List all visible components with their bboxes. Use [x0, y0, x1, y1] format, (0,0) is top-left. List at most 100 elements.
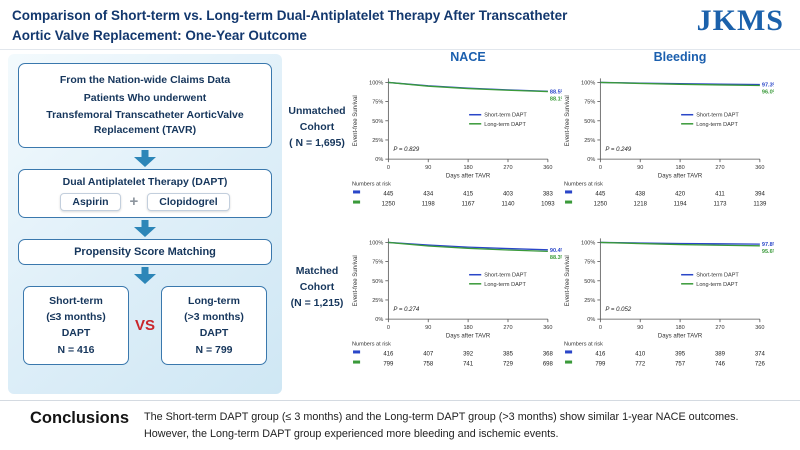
at-risk-count: 415 [463, 191, 474, 197]
p-value: P = 0.249 [605, 147, 631, 153]
km-chart-nace-matched: 100% 75% 50% 25% 0% 0 90 180 270 360 Days after TA… [350, 224, 566, 384]
risk-row-marker [565, 200, 573, 204]
aspirin-box: Aspirin [60, 192, 121, 211]
y-tick-label: 50% [372, 119, 383, 125]
km-curve [600, 81, 760, 87]
row-label-line: (N = 1,215) [290, 296, 344, 309]
short-term-line-3: DAPT [61, 327, 91, 340]
legend-label: Long-term DAPT [484, 282, 526, 288]
long-term-group-box: Long-term (>3 months) DAPT N = 799 [161, 285, 267, 365]
y-tick-label: 100% [369, 240, 383, 246]
risk-row-marker [353, 360, 361, 364]
at-risk-count: 1093 [541, 202, 555, 208]
down-arrow-icon [134, 266, 156, 284]
at-risk-count: 434 [423, 191, 434, 197]
conclusions-line-1: The Short-term DAPT group (≤ 3 months) a… [144, 411, 739, 423]
at-risk-count: 758 [423, 362, 434, 368]
km-charts-section: NACE Bleeding Unmatched Cohort ( N = 1,6… [284, 50, 796, 384]
at-risk-count: 407 [423, 351, 434, 357]
study-flowchart-panel: From the Nation-wide Claims Data Patient… [8, 54, 282, 394]
y-tick-label: 0% [587, 157, 595, 163]
propensity-matching-box: Propensity Score Matching [18, 238, 272, 265]
at-risk-count: 374 [755, 351, 766, 357]
matched-cohort-label: Matched Cohort (N = 1,215) [284, 224, 350, 384]
matched-cohort-row: Matched Cohort (N = 1,215) 100% 75% 50% 25%… [284, 224, 796, 384]
x-tick-label: 270 [715, 325, 724, 331]
long-term-n: N = 799 [195, 343, 233, 356]
y-tick-label: 50% [372, 279, 383, 285]
legend-label: Short-term DAPT [484, 273, 527, 279]
at-risk-count: 1140 [501, 202, 515, 208]
row-label-line: Unmatched [288, 105, 346, 117]
km-curve [600, 241, 760, 247]
conclusions-heading: Conclusions [30, 409, 130, 427]
end-survival-label: 88.1% [550, 96, 562, 102]
y-tick-label: 0% [375, 157, 383, 163]
risk-row-marker [565, 350, 573, 354]
at-risk-count: 438 [635, 191, 646, 197]
km-curve [388, 241, 548, 253]
y-tick-label: 100% [581, 240, 595, 246]
y-tick-label: 100% [581, 80, 595, 86]
risk-row-marker [353, 350, 361, 354]
x-axis-label: Days after TAVR [658, 333, 703, 339]
down-arrow-icon [134, 149, 156, 167]
at-risk-count: 1167 [462, 202, 476, 208]
at-risk-count: 410 [635, 351, 646, 357]
legend-label: Short-term DAPT [484, 113, 527, 119]
x-tick-label: 90 [637, 165, 643, 171]
y-axis-label: Event-free Survival [565, 255, 571, 306]
at-risk-count: 411 [715, 191, 725, 197]
bleeding-column-header: Bleeding [653, 50, 707, 64]
x-tick-label: 360 [543, 165, 552, 171]
end-survival-label: 96.0% [762, 90, 774, 96]
long-term-line-3: DAPT [199, 327, 229, 340]
at-risk-count: 416 [595, 351, 606, 357]
y-tick-label: 0% [375, 317, 383, 323]
row-label-line: Matched [295, 265, 339, 277]
at-risk-count: 698 [543, 362, 554, 368]
at-risk-count: 757 [675, 362, 686, 368]
at-risk-count: 1139 [753, 202, 767, 208]
cohort-source-line-3: Transfemoral Transcatheter AorticValve R… [46, 109, 244, 137]
legend-label: Long-term DAPT [696, 282, 738, 288]
at-risk-count: 394 [755, 191, 766, 197]
long-term-line-1: Long-term [188, 294, 240, 307]
title-line-2: Aortic Valve Replacement: One-Year Outco… [12, 27, 307, 43]
x-tick-label: 180 [463, 325, 472, 331]
y-tick-label: 75% [372, 100, 383, 106]
x-tick-label: 360 [543, 325, 552, 331]
at-risk-count: 383 [543, 191, 554, 197]
at-risk-count: 772 [635, 362, 646, 368]
short-term-n: N = 416 [57, 343, 95, 356]
x-tick-label: 90 [637, 325, 643, 331]
vs-label: VS [134, 316, 155, 334]
km-chart-nace-unmatched: 100% 75% 50% 25% 0% 0 90 180 270 360 Days after TA… [350, 64, 566, 224]
km-curve [388, 81, 548, 93]
long-term-line-2: (>3 months) [184, 311, 244, 324]
at-risk-count: 799 [383, 362, 394, 368]
cohort-source-box: From the Nation-wide Claims Data Patient… [18, 63, 272, 148]
km-chart-bleeding-matched: 100% 75% 50% 25% 0% 0 90 180 270 360 Days after TA… [562, 224, 778, 384]
km-chart-svg: 100% 75% 50% 25% 0% 0 90 180 270 360 Days after TA… [352, 78, 566, 208]
x-tick-label: 360 [755, 325, 764, 331]
at-risk-count: 403 [503, 191, 514, 197]
at-risk-count: 1173 [713, 202, 727, 208]
x-tick-label: 180 [675, 165, 684, 171]
at-risk-count: 392 [463, 351, 474, 357]
at-risk-count: 445 [595, 191, 606, 197]
y-axis-label: Event-free Survival [353, 95, 359, 146]
clopidogrel-box: Clopidogrel [147, 192, 230, 211]
y-tick-label: 100% [369, 80, 383, 86]
p-value: P = 0.052 [605, 307, 631, 313]
at-risk-count: 729 [503, 362, 514, 368]
y-tick-label: 25% [584, 138, 595, 144]
short-term-line-2: (≤3 months) [46, 311, 106, 324]
figure-header: Comparison of Short-term vs. Long-term D… [0, 0, 800, 50]
x-axis-label: Days after TAVR [658, 173, 703, 179]
down-arrow-icon [134, 219, 156, 237]
at-risk-count: 445 [383, 191, 394, 197]
x-tick-label: 0 [387, 165, 390, 171]
at-risk-count: 1194 [674, 202, 688, 208]
nace-column-header: NACE [450, 50, 486, 64]
